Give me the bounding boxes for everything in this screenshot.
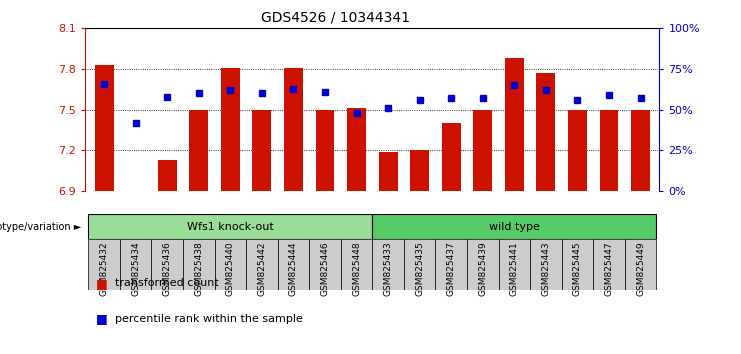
Bar [372, 239, 404, 290]
Text: GSM825439: GSM825439 [478, 241, 488, 296]
Text: ■: ■ [96, 277, 108, 290]
Text: percentile rank within the sample: percentile rank within the sample [115, 314, 303, 324]
Bar [372, 214, 657, 239]
Bar [536, 73, 555, 191]
Bar [379, 152, 398, 191]
Text: GSM825438: GSM825438 [194, 241, 203, 296]
Bar [88, 214, 372, 239]
Bar [120, 239, 151, 290]
Bar [473, 110, 492, 191]
Bar [436, 239, 467, 290]
Bar [499, 239, 530, 290]
Bar [411, 150, 429, 191]
Bar [284, 68, 303, 191]
Text: GSM825445: GSM825445 [573, 241, 582, 296]
Text: GSM825444: GSM825444 [289, 241, 298, 296]
Bar [253, 110, 271, 191]
Text: GSM825432: GSM825432 [99, 241, 109, 296]
Text: GSM825435: GSM825435 [415, 241, 424, 296]
Bar [631, 110, 650, 191]
Bar [183, 239, 215, 290]
Bar [221, 68, 240, 191]
Text: GSM825441: GSM825441 [510, 241, 519, 296]
Bar [625, 239, 657, 290]
Text: GSM825440: GSM825440 [226, 241, 235, 296]
Text: GSM825443: GSM825443 [542, 241, 551, 296]
Text: GSM825434: GSM825434 [131, 241, 140, 296]
Text: GSM825437: GSM825437 [447, 241, 456, 296]
Bar [404, 239, 436, 290]
Bar [151, 239, 183, 290]
Bar [562, 239, 594, 290]
Bar [568, 110, 587, 191]
Bar [95, 65, 113, 191]
Bar [309, 239, 341, 290]
Bar [594, 239, 625, 290]
Bar [246, 239, 278, 290]
Bar [467, 239, 499, 290]
Bar [341, 239, 372, 290]
Text: ■: ■ [96, 312, 108, 325]
Bar [215, 239, 246, 290]
Bar [599, 110, 619, 191]
Bar [347, 108, 366, 191]
Bar [88, 239, 120, 290]
Bar [316, 110, 334, 191]
Text: GSM825436: GSM825436 [163, 241, 172, 296]
Bar [278, 239, 309, 290]
Bar [505, 58, 524, 191]
Text: transformed count: transformed count [115, 278, 219, 288]
Text: GSM825447: GSM825447 [605, 241, 614, 296]
Text: GSM825442: GSM825442 [257, 241, 267, 296]
Text: GDS4526 / 10344341: GDS4526 / 10344341 [261, 11, 410, 25]
Bar [190, 110, 208, 191]
Text: GSM825446: GSM825446 [321, 241, 330, 296]
Text: GSM825449: GSM825449 [636, 241, 645, 296]
Text: wild type: wild type [489, 222, 539, 232]
Bar [158, 160, 176, 191]
Text: genotype/variation ►: genotype/variation ► [0, 222, 82, 232]
Text: Wfs1 knock-out: Wfs1 knock-out [187, 222, 273, 232]
Bar [530, 239, 562, 290]
Text: GSM825448: GSM825448 [352, 241, 361, 296]
Bar [442, 123, 461, 191]
Text: GSM825433: GSM825433 [384, 241, 393, 296]
